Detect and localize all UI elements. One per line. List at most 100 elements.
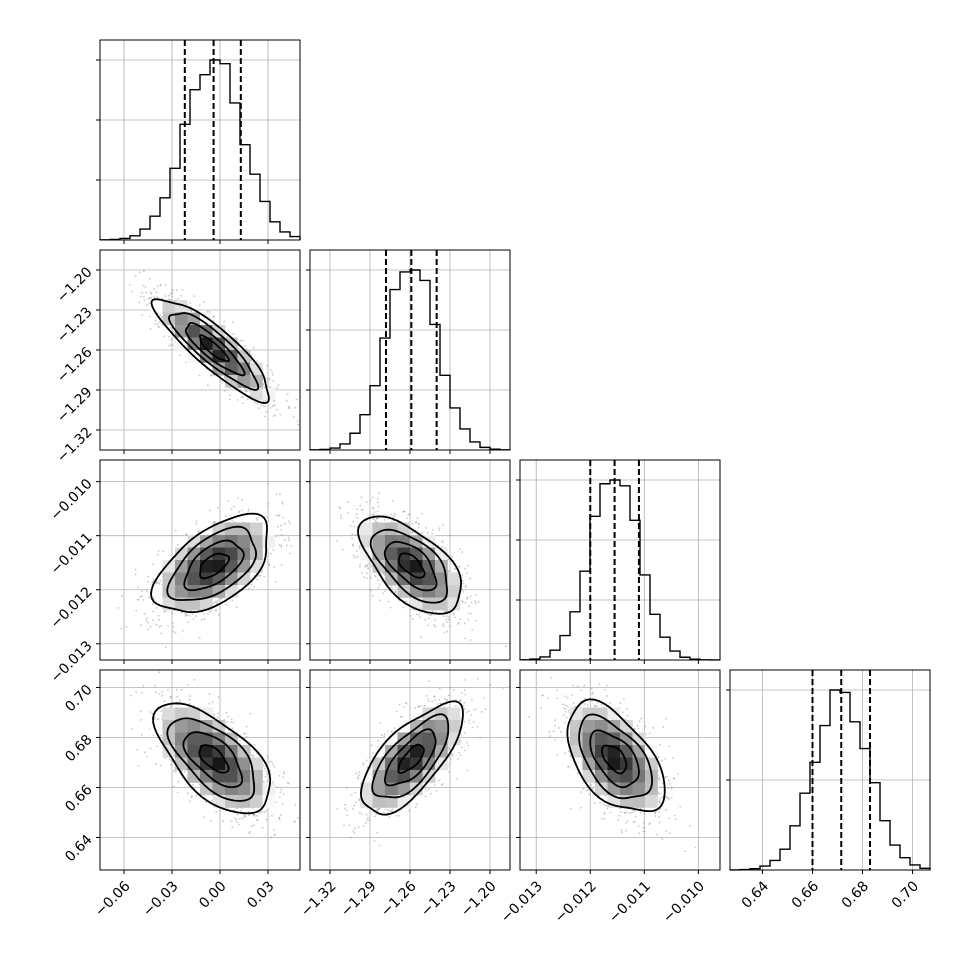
sample-point [137, 599, 140, 601]
sample-point [242, 402, 244, 405]
sample-point [158, 625, 161, 628]
sample-point [244, 733, 247, 735]
sample-point [253, 401, 256, 404]
sample-point [177, 543, 180, 546]
sample-point [347, 511, 349, 514]
sample-point [260, 404, 263, 406]
sample-point [168, 344, 171, 347]
sample-point [420, 636, 422, 639]
sample-point [152, 563, 154, 566]
sample-point [464, 586, 467, 588]
sample-point [178, 699, 181, 702]
sample-point [360, 508, 363, 511]
density-cell [397, 585, 411, 598]
sample-point [409, 615, 412, 617]
sample-point [137, 586, 139, 589]
sample-point [442, 524, 445, 527]
density-cell [385, 572, 398, 586]
sample-point [168, 298, 171, 301]
sample-point [266, 377, 269, 380]
sample-point [231, 599, 234, 602]
sample-point [149, 626, 152, 628]
sample-point [447, 616, 450, 618]
contour-level [150, 298, 270, 405]
sample-point [280, 544, 283, 547]
sample-point [417, 526, 420, 529]
sample-point [470, 613, 472, 615]
sample-point [208, 509, 211, 512]
sample-point [130, 694, 132, 697]
sample-point [223, 320, 226, 323]
sample-point [391, 499, 394, 502]
sample-point [262, 405, 265, 407]
histogram-panel-3 [726, 669, 931, 874]
sample-point [212, 315, 215, 318]
sample-point [373, 511, 376, 513]
sample-point [418, 614, 421, 616]
sample-point [374, 574, 376, 577]
sample-point [370, 589, 373, 592]
density-cell [175, 312, 188, 326]
sample-point [409, 532, 412, 534]
histogram-panel-1 [306, 249, 511, 454]
sample-point [359, 563, 361, 566]
sample-point [353, 525, 356, 528]
sample-point [265, 810, 268, 812]
sample-point [177, 780, 180, 783]
density-cell [212, 522, 226, 536]
density-cell [175, 560, 188, 573]
sample-point [446, 630, 449, 633]
density-cell [162, 560, 176, 573]
density-cell [200, 572, 213, 586]
panel-frame [309, 249, 511, 451]
sample-point [131, 727, 134, 730]
sample-point [273, 834, 275, 837]
sample-point [269, 407, 272, 409]
sample-point [206, 310, 209, 313]
sample-point [225, 603, 228, 606]
sample-point [259, 574, 262, 577]
sample-point [185, 361, 187, 364]
sample-point [339, 514, 342, 517]
sample-point [157, 614, 160, 617]
sample-point [373, 518, 376, 521]
sample-point [467, 619, 470, 621]
sample-point [266, 754, 269, 757]
sample-point [458, 621, 460, 624]
sample-point [383, 519, 386, 521]
sample-point [448, 570, 451, 573]
sample-point [434, 611, 437, 613]
sample-point [271, 763, 274, 765]
sample-point [406, 517, 408, 520]
density-cell [447, 585, 461, 598]
sample-point [358, 545, 361, 548]
density-cell [187, 560, 201, 573]
sample-point [211, 799, 213, 802]
sample-point [430, 614, 433, 616]
sample-point [235, 606, 238, 609]
sample-point [233, 817, 236, 819]
sample-point [377, 517, 380, 519]
sample-point [283, 539, 286, 542]
sample-point [244, 345, 247, 348]
histogram-steps [99, 59, 301, 241]
density-cell [385, 547, 398, 561]
density-cell [372, 522, 386, 536]
sample-point [141, 595, 144, 598]
sample-point [281, 802, 284, 805]
density-cell [225, 522, 238, 536]
panel-frame [99, 249, 301, 451]
sample-point [236, 399, 239, 401]
sample-point [233, 809, 236, 812]
sample-point [158, 618, 161, 621]
sample-point [264, 405, 266, 408]
sample-point [192, 784, 194, 786]
contour-level [369, 528, 449, 604]
sample-point [272, 415, 275, 417]
sample-point [468, 605, 470, 607]
sample-point [238, 341, 240, 344]
sample-point [442, 623, 445, 626]
sample-point [275, 408, 278, 411]
sample-point [421, 512, 423, 515]
sample-point [278, 544, 281, 546]
